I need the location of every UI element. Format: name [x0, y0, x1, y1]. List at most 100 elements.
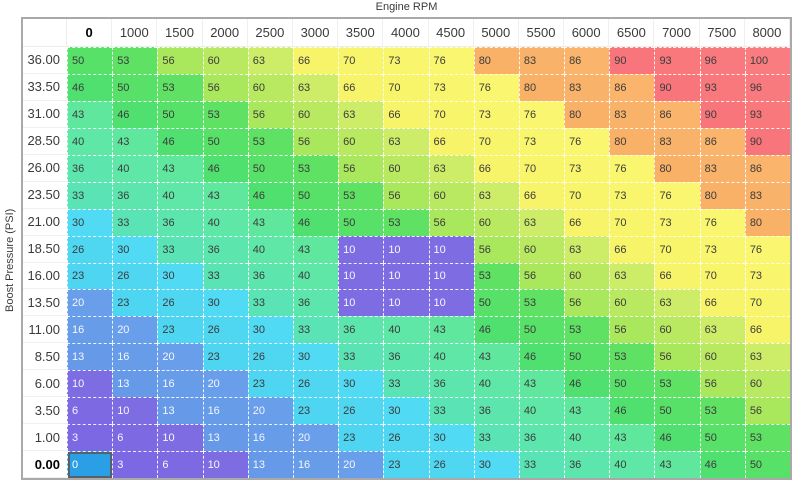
grid-cell-6.00psi-1500rpm[interactable]: 16 [157, 370, 203, 398]
grid-cell-23.50psi-0rpm[interactable]: 33 [67, 181, 113, 209]
grid-cell-21.00psi-0rpm[interactable]: 30 [67, 208, 113, 236]
grid-cell-23.50psi-3000rpm[interactable]: 50 [292, 181, 339, 209]
grid-cell-28.50psi-3500rpm[interactable]: 60 [338, 127, 384, 155]
grid-cell-0.00psi-7500rpm[interactable]: 46 [699, 451, 745, 478]
grid-cell-16.00psi-5000rpm[interactable]: 53 [473, 262, 519, 290]
grid-cell-31.00psi-4000rpm[interactable]: 66 [383, 100, 429, 128]
grid-cell-18.50psi-1000rpm[interactable]: 30 [112, 235, 158, 263]
grid-cell-0.00psi-0rpm[interactable]: 0 [67, 451, 113, 478]
grid-cell-6.00psi-3500rpm[interactable]: 30 [338, 370, 384, 398]
grid-cell-16.00psi-4500rpm[interactable]: 10 [428, 262, 474, 290]
grid-cell-16.00psi-7000rpm[interactable]: 66 [654, 262, 700, 290]
grid-cell-31.00psi-1500rpm[interactable]: 50 [157, 100, 203, 128]
grid-cell-8.50psi-0rpm[interactable]: 13 [67, 343, 113, 371]
grid-cell-16.00psi-7500rpm[interactable]: 70 [699, 262, 745, 290]
grid-cell-1.00psi-7000rpm[interactable]: 46 [654, 424, 700, 452]
grid-cell-1.00psi-5500rpm[interactable]: 36 [518, 424, 565, 452]
grid-cell-28.50psi-4000rpm[interactable]: 63 [383, 127, 429, 155]
grid-cell-28.50psi-2000rpm[interactable]: 50 [202, 127, 248, 155]
grid-cell-16.00psi-1000rpm[interactable]: 26 [112, 262, 158, 290]
grid-cell-26.00psi-5000rpm[interactable]: 66 [473, 154, 519, 182]
grid-cell-23.50psi-2000rpm[interactable]: 43 [202, 181, 248, 209]
grid-cell-1.00psi-2000rpm[interactable]: 13 [202, 424, 248, 452]
grid-cell-13.50psi-6500rpm[interactable]: 60 [609, 289, 655, 317]
grid-cell-36.00psi-8000rpm[interactable]: 100 [744, 47, 790, 74]
grid-cell-8.50psi-2000rpm[interactable]: 23 [202, 343, 248, 371]
grid-cell-21.00psi-2000rpm[interactable]: 40 [202, 208, 248, 236]
grid-cell-11.00psi-6000rpm[interactable]: 53 [564, 316, 610, 344]
grid-cell-33.50psi-5000rpm[interactable]: 76 [473, 73, 519, 101]
grid-cell-1.00psi-3000rpm[interactable]: 20 [292, 424, 339, 452]
grid-cell-0.00psi-3500rpm[interactable]: 20 [338, 451, 384, 478]
grid-cell-13.50psi-5000rpm[interactable]: 50 [473, 289, 519, 317]
grid-cell-16.00psi-5500rpm[interactable]: 56 [518, 262, 565, 290]
grid-cell-36.00psi-7500rpm[interactable]: 96 [699, 47, 745, 74]
grid-cell-6.00psi-4000rpm[interactable]: 33 [383, 370, 429, 398]
grid-cell-18.50psi-2000rpm[interactable]: 36 [202, 235, 248, 263]
grid-cell-21.00psi-6000rpm[interactable]: 66 [564, 208, 610, 236]
grid-cell-0.00psi-7000rpm[interactable]: 43 [654, 451, 700, 478]
grid-cell-36.00psi-0rpm[interactable]: 50 [67, 47, 113, 74]
grid-cell-11.00psi-3500rpm[interactable]: 36 [338, 316, 384, 344]
grid-cell-6.00psi-8000rpm[interactable]: 60 [744, 370, 790, 398]
grid-cell-21.00psi-1500rpm[interactable]: 36 [157, 208, 203, 236]
grid-cell-21.00psi-2500rpm[interactable]: 43 [247, 208, 293, 236]
grid-cell-33.50psi-5500rpm[interactable]: 80 [518, 73, 565, 101]
grid-cell-1.00psi-6000rpm[interactable]: 40 [564, 424, 610, 452]
grid-cell-16.00psi-0rpm[interactable]: 23 [67, 262, 113, 290]
grid-cell-1.00psi-1500rpm[interactable]: 10 [157, 424, 203, 452]
grid-cell-23.50psi-1500rpm[interactable]: 40 [157, 181, 203, 209]
grid-cell-36.00psi-3000rpm[interactable]: 66 [292, 47, 339, 74]
grid-cell-18.50psi-7500rpm[interactable]: 73 [699, 235, 745, 263]
grid-cell-26.00psi-6500rpm[interactable]: 76 [609, 154, 655, 182]
grid-cell-13.50psi-0rpm[interactable]: 20 [67, 289, 113, 317]
grid-cell-1.00psi-6500rpm[interactable]: 43 [609, 424, 655, 452]
grid-cell-31.00psi-6500rpm[interactable]: 83 [609, 100, 655, 128]
grid-cell-33.50psi-4500rpm[interactable]: 73 [428, 73, 474, 101]
grid-cell-26.00psi-0rpm[interactable]: 36 [67, 154, 113, 182]
grid-cell-18.50psi-3500rpm[interactable]: 10 [338, 235, 384, 263]
grid-cell-21.00psi-3000rpm[interactable]: 46 [292, 208, 339, 236]
grid-cell-18.50psi-4000rpm[interactable]: 10 [383, 235, 429, 263]
grid-cell-26.00psi-1000rpm[interactable]: 40 [112, 154, 158, 182]
grid-cell-3.50psi-4000rpm[interactable]: 30 [383, 397, 429, 425]
grid-cell-23.50psi-7500rpm[interactable]: 80 [699, 181, 745, 209]
grid-cell-28.50psi-7500rpm[interactable]: 86 [699, 127, 745, 155]
grid-cell-28.50psi-8000rpm[interactable]: 90 [744, 127, 790, 155]
grid-cell-3.50psi-3000rpm[interactable]: 23 [292, 397, 339, 425]
grid-cell-8.50psi-7000rpm[interactable]: 56 [654, 343, 700, 371]
grid-cell-8.50psi-6500rpm[interactable]: 53 [609, 343, 655, 371]
grid-cell-28.50psi-1500rpm[interactable]: 46 [157, 127, 203, 155]
grid-cell-0.00psi-1500rpm[interactable]: 6 [157, 451, 203, 478]
grid-cell-16.00psi-6000rpm[interactable]: 60 [564, 262, 610, 290]
grid-cell-18.50psi-7000rpm[interactable]: 70 [654, 235, 700, 263]
grid-cell-28.50psi-5500rpm[interactable]: 73 [518, 127, 565, 155]
grid-cell-36.00psi-6500rpm[interactable]: 90 [609, 47, 655, 74]
grid-cell-36.00psi-3500rpm[interactable]: 70 [338, 47, 384, 74]
grid-cell-31.00psi-2500rpm[interactable]: 56 [247, 100, 293, 128]
grid-cell-23.50psi-3500rpm[interactable]: 53 [338, 181, 384, 209]
grid-cell-18.50psi-6500rpm[interactable]: 66 [609, 235, 655, 263]
grid-cell-36.00psi-1500rpm[interactable]: 56 [157, 47, 203, 74]
grid-cell-28.50psi-3000rpm[interactable]: 56 [292, 127, 339, 155]
grid-cell-3.50psi-2500rpm[interactable]: 20 [247, 397, 293, 425]
grid-cell-0.00psi-8000rpm[interactable]: 50 [744, 451, 790, 478]
grid-cell-31.00psi-2000rpm[interactable]: 53 [202, 100, 248, 128]
grid-cell-3.50psi-7500rpm[interactable]: 53 [699, 397, 745, 425]
grid-cell-3.50psi-6000rpm[interactable]: 43 [564, 397, 610, 425]
grid-cell-13.50psi-1500rpm[interactable]: 26 [157, 289, 203, 317]
grid-cell-0.00psi-2000rpm[interactable]: 10 [202, 451, 248, 478]
grid-cell-16.00psi-6500rpm[interactable]: 63 [609, 262, 655, 290]
grid-cell-11.00psi-7000rpm[interactable]: 60 [654, 316, 700, 344]
grid-cell-26.00psi-8000rpm[interactable]: 86 [744, 154, 790, 182]
grid-cell-11.00psi-2000rpm[interactable]: 26 [202, 316, 248, 344]
grid-cell-11.00psi-1500rpm[interactable]: 23 [157, 316, 203, 344]
grid-cell-21.00psi-1000rpm[interactable]: 33 [112, 208, 158, 236]
grid-cell-31.00psi-3500rpm[interactable]: 63 [338, 100, 384, 128]
grid-cell-33.50psi-2000rpm[interactable]: 56 [202, 73, 248, 101]
grid-cell-28.50psi-1000rpm[interactable]: 43 [112, 127, 158, 155]
grid-cell-1.00psi-7500rpm[interactable]: 50 [699, 424, 745, 452]
grid-cell-33.50psi-4000rpm[interactable]: 70 [383, 73, 429, 101]
grid-cell-33.50psi-0rpm[interactable]: 46 [67, 73, 113, 101]
grid-cell-3.50psi-0rpm[interactable]: 6 [67, 397, 113, 425]
